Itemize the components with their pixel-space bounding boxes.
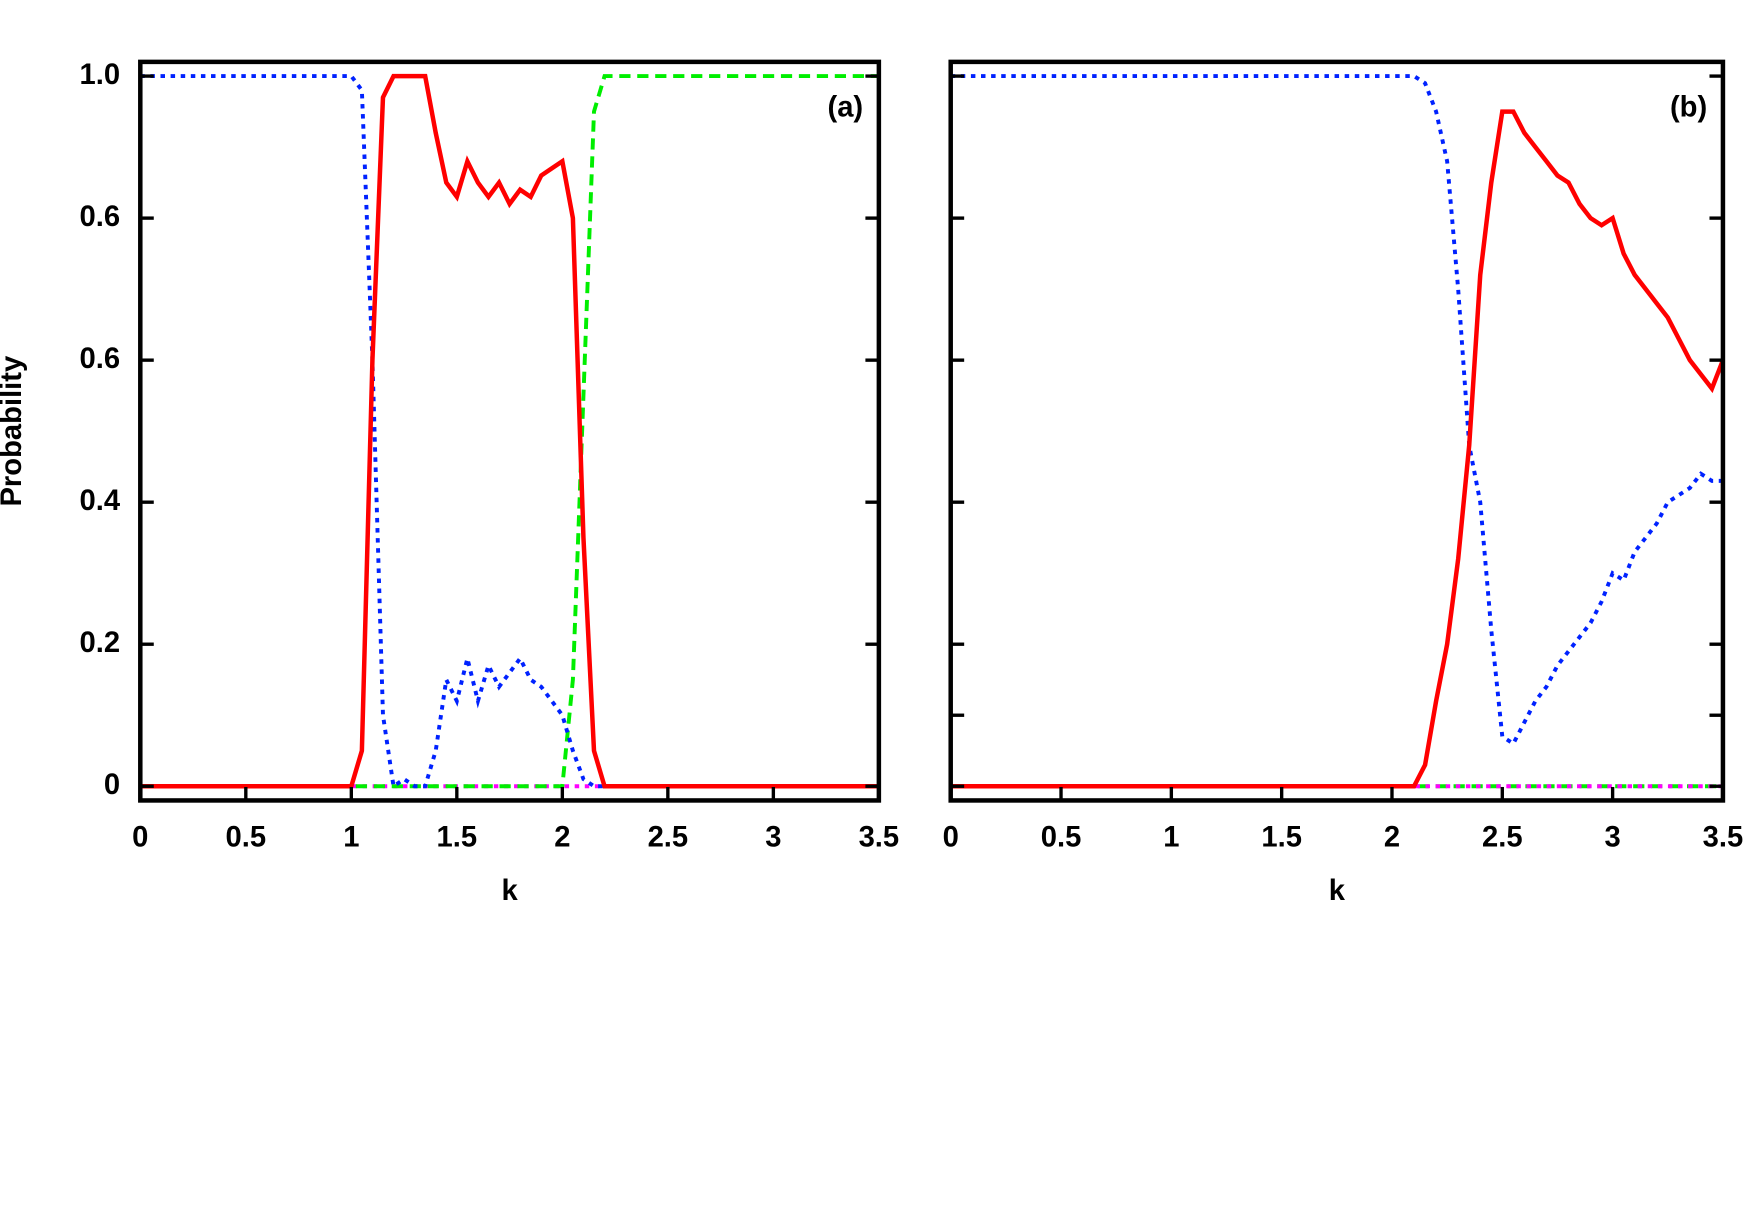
x-tick-label: 0.5 — [226, 821, 267, 853]
x-tick-label: 0 — [943, 821, 959, 853]
x-axis-label: k — [501, 875, 518, 907]
panel-label: (b) — [1670, 92, 1707, 124]
x-tick-label: 3.5 — [859, 821, 900, 853]
x-tick-label: 3 — [1605, 821, 1621, 853]
x-tick-label: 0.5 — [1041, 821, 1082, 853]
panel-label: (a) — [827, 92, 863, 124]
x-axis-label: k — [1329, 875, 1346, 907]
x-tick-label: 3 — [765, 821, 781, 853]
y-tick-label: 0.4 — [80, 485, 121, 517]
x-tick-label: 0 — [132, 821, 148, 853]
x-tick-label: 2.5 — [648, 821, 689, 853]
x-tick-label: 1 — [1163, 821, 1179, 853]
x-tick-label: 2.5 — [1482, 821, 1523, 853]
plot-frame — [948, 59, 1726, 803]
data-line — [950, 109, 1726, 789]
data-line — [140, 73, 879, 789]
plot-frame — [138, 59, 882, 803]
y-tick-label: 0.6 — [80, 201, 121, 233]
x-tick-label: 1 — [343, 821, 359, 853]
data-line — [140, 74, 879, 789]
x-tick-label: 1.5 — [1261, 821, 1302, 853]
y-tick-label: 0.2 — [80, 627, 121, 659]
data-line — [140, 74, 879, 790]
x-tick-label: 1.5 — [437, 821, 478, 853]
y-tick-label: 1.0 — [80, 59, 121, 91]
y-tick-label: 0.6 — [80, 343, 121, 375]
panel: 0 0.5 1 1.5 2 2.5 3 3.5 k (b) — [943, 59, 1744, 907]
x-tick-label: 2 — [554, 821, 570, 853]
data-line — [950, 74, 1723, 747]
y-tick-label: 0 — [104, 769, 120, 801]
x-tick-label: 2 — [1384, 821, 1400, 853]
x-tick-label: 3.5 — [1703, 821, 1744, 853]
panel: 0 0.2 0.4 0.6 0.6 1.0 0 0.5 1 1.5 2 2.5 3 3.5 k Probabi… — [0, 59, 899, 907]
y-axis-label: Probability — [0, 355, 28, 507]
